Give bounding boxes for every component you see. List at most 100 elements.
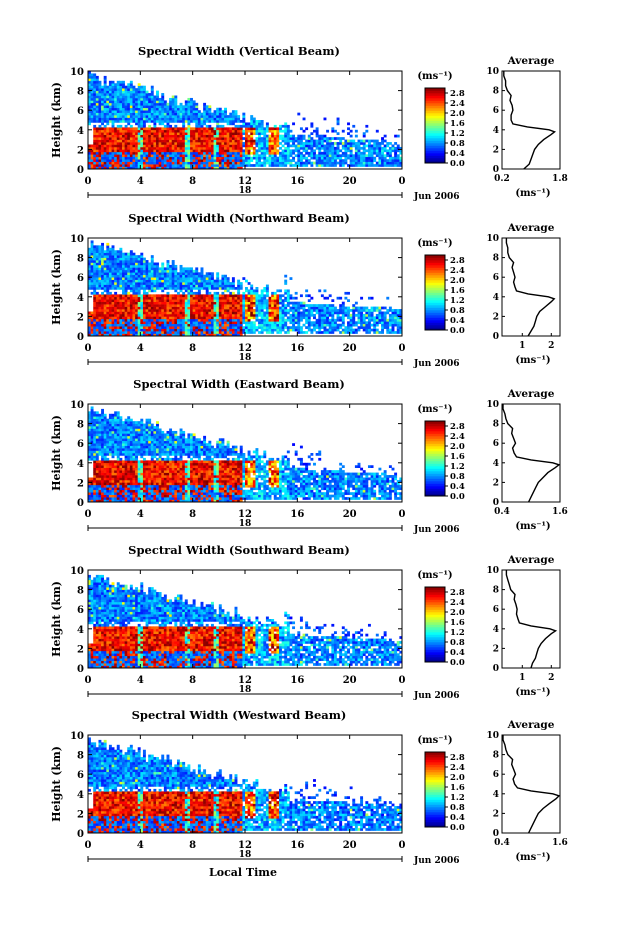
colorbar-tick-label: 2.8 [450, 89, 465, 99]
colorbar-tick-label: 0.4 [450, 813, 465, 823]
colorbar-swatch [425, 315, 445, 318]
y-tick-label: 2 [77, 478, 84, 489]
colorbar-swatch [425, 143, 445, 146]
y-tick-label: 0 [77, 332, 84, 343]
colorbar-swatch [425, 762, 445, 765]
x-axis-label: Local Time [209, 866, 277, 879]
colorbar-swatch [425, 809, 445, 813]
y-axis-label: Height (km) [50, 581, 63, 657]
average-y-tick-label: 6 [493, 605, 499, 615]
average-y-tick-label: 2 [493, 478, 499, 488]
average-y-tick-label: 0 [493, 165, 499, 175]
average-frame [501, 237, 561, 337]
colorbar-tick-label: 2.0 [450, 109, 465, 119]
colorbar-unit: (ms⁻¹) [417, 71, 452, 82]
colorbar-swatch [425, 481, 445, 484]
colorbar-swatch [425, 644, 445, 648]
x-tick-label: 8 [189, 509, 196, 520]
colorbar-swatch [425, 280, 445, 283]
colorbar-tick-label: 1.2 [450, 129, 465, 139]
colorbar-swatch [425, 799, 445, 803]
colorbar-swatch [425, 270, 445, 273]
colorbar-swatch [425, 431, 445, 434]
y-tick-label: 6 [77, 770, 84, 781]
colorbar-swatch [425, 108, 445, 111]
average-x-tick-label: 0.2 [494, 174, 510, 184]
colorbar-swatch [425, 325, 445, 328]
average-profile: Average 0 2 4 6 8 10 0.2 1.8(ms⁻¹) [486, 55, 567, 199]
colorbar-tick-label: 2.0 [450, 442, 465, 452]
colorbar-tick-label: 2.8 [450, 422, 465, 432]
average-x-tick-label: 1.6 [552, 507, 568, 517]
average-profile: Average 0 2 4 6 8 10 0.4 1.6(ms⁻¹) [486, 719, 567, 863]
colorbar-swatch [425, 617, 445, 620]
colorbar-swatch [425, 443, 445, 447]
y-tick-label: 8 [77, 586, 84, 597]
colorbar-swatch [425, 772, 445, 775]
colorbar-swatch [425, 113, 445, 116]
average-y-tick-label: 10 [486, 67, 499, 77]
colorbar-swatch [425, 769, 445, 773]
y-tick-label: 0 [77, 829, 84, 840]
colorbar-swatch [425, 428, 445, 432]
colorbar-swatch [425, 777, 445, 780]
average-x-label: (ms⁻¹) [515, 687, 550, 698]
colorbar-swatch [425, 463, 445, 467]
colorbar-swatch [425, 307, 445, 311]
average-y-tick-label: 2 [493, 312, 499, 322]
colorbar-tick-label: 2.0 [450, 773, 465, 783]
colorbar-swatch [425, 624, 445, 628]
colorbar-swatch [425, 90, 445, 94]
colorbar-swatch [425, 100, 445, 104]
y-tick-label: 10 [70, 67, 84, 78]
y-tick-label: 4 [77, 459, 84, 470]
average-y-tick-label: 2 [493, 809, 499, 819]
y-axis-label: Height (km) [50, 746, 63, 822]
colorbar-tick-label: 0.0 [450, 492, 465, 502]
colorbar-tick-label: 1.2 [450, 296, 465, 306]
y-tick-label: 2 [77, 312, 84, 323]
colorbar-swatch [425, 652, 445, 655]
colorbar-swatch [425, 814, 445, 818]
colorbar-frame [424, 87, 446, 164]
average-y-tick-label: 4 [493, 790, 499, 800]
x-tick-label: 4 [137, 675, 144, 686]
x-tick-label: 16 [290, 675, 304, 686]
colorbar-swatch [425, 123, 445, 126]
colorbar-swatch [425, 302, 445, 306]
panel-title: Spectral Width (Northward Beam) [128, 211, 350, 225]
average-frame [501, 569, 561, 669]
y-tick-label: 10 [70, 731, 84, 742]
colorbar-tick-label: 1.6 [450, 452, 465, 462]
heatmap-cells [88, 574, 403, 669]
average-title: Average [507, 554, 555, 566]
colorbar-tick-label: 0.4 [450, 648, 465, 658]
average-line [505, 570, 558, 669]
date-label: Jun 2006 [413, 359, 460, 369]
colorbar-swatch [425, 468, 445, 472]
x-tick-label: 16 [290, 343, 304, 354]
x-tick-label: 8 [189, 176, 196, 187]
colorbar-swatch [425, 295, 445, 298]
x-tick-label: 4 [137, 509, 144, 520]
average-frame [501, 734, 561, 834]
colorbar-swatch [425, 491, 445, 494]
colorbar-tick-label: 0.4 [450, 149, 465, 159]
panel-title: Spectral Width (Southward Beam) [128, 543, 350, 557]
panel-1: Spectral Width (Vertical Beam) 0 2 4 6 8 10 Hei… [50, 44, 568, 202]
x-tick-label: 4 [137, 840, 144, 851]
average-y-tick-label: 10 [486, 234, 499, 244]
colorbar-swatch [425, 789, 445, 793]
colorbar-swatch [425, 255, 445, 258]
average-title: Average [507, 388, 555, 400]
colorbar-swatch [425, 277, 445, 281]
average-x-tick-label: 1 [519, 673, 525, 683]
colorbar-tick-label: 2.0 [450, 608, 465, 618]
colorbar-swatch [425, 754, 445, 758]
colorbar-swatch [425, 310, 445, 313]
average-y-tick-label: 4 [493, 293, 499, 303]
colorbar-tick-label: 1.2 [450, 628, 465, 638]
colorbar-swatch [425, 290, 445, 293]
x-tick-label: 0 [399, 675, 406, 686]
